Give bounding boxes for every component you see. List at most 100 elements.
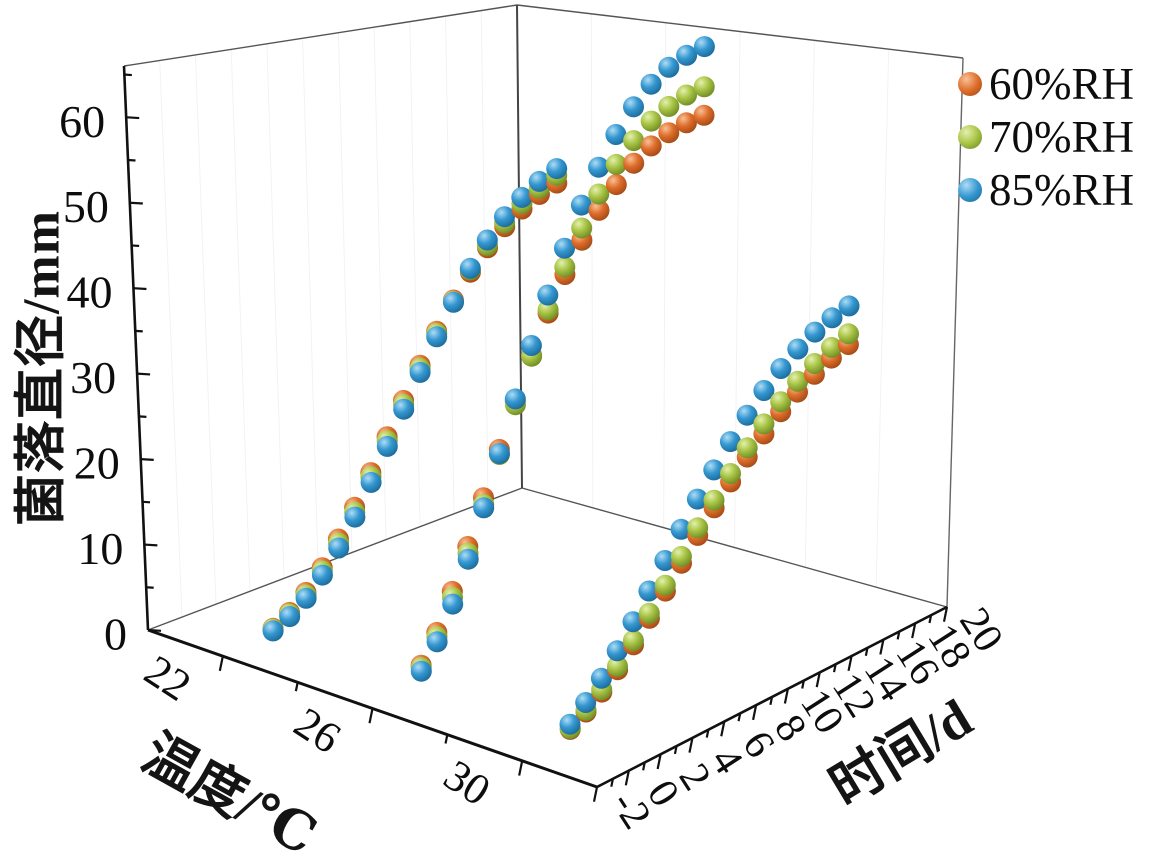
point-70%RH-t30-d15 [787,370,809,392]
legend-item-60rh: 60%RH [958,59,1134,109]
point-70%RH-t26-d13 [605,153,627,175]
point-85%RH-t30-d4 [606,640,628,662]
svg-text:50: 50 [63,181,109,232]
point-85%RH-t22-d14 [476,229,498,251]
point-85%RH-t26-d14 [623,96,644,118]
svg-text:10: 10 [77,523,123,574]
point-85%RH-t30-d8 [670,518,692,540]
point-70%RH-t26-d9 [537,299,559,321]
legend-marker-70rh-icon [958,125,982,149]
point-85%RH-t30-d9 [686,488,708,510]
wall-gridlines [123,4,890,631]
point-85%RH-t26-d13 [605,124,627,145]
point-60%RH-t26-d12 [588,199,610,221]
point-85%RH-t26-d15 [640,73,662,95]
point-85%RH-t26-d1 [410,660,432,682]
point-70%RH-t26-d18 [693,76,715,98]
point-70%RH-t30-d4 [607,655,628,677]
axis-ticks [124,73,949,802]
point-85%RH-t22-d6 [344,506,366,528]
point-85%RH-t26-d8 [520,335,542,356]
point-85%RH-t30-d16 [804,321,826,343]
point-85%RH-t22-d1 [262,620,284,642]
point-70%RH-t30-d9 [687,517,709,539]
point-85%RH-t26-d5 [473,497,495,519]
point-70%RH-t30-d7 [654,574,676,596]
point-70%RH-t30-d10 [703,489,725,511]
z-axis-title: 菌落直径/mm [13,209,71,527]
point-85%RH-t30-d7 [654,550,676,571]
svg-text:30: 30 [435,750,499,815]
point-85%RH-t22-d10 [409,361,431,383]
legend-item-70rh: 70%RH [958,112,1134,162]
svg-text:40: 40 [66,267,112,318]
point-60%RH-t26-d13 [605,174,627,196]
legend-label-60rh: 60%RH [989,59,1134,109]
point-85%RH-t26-d12 [588,156,610,178]
point-85%RH-t22-d5 [328,537,350,559]
point-85%RH-t30-d2 [575,692,597,713]
point-85%RH-t30-d13 [753,380,775,401]
point-85%RH-t26-d3 [442,593,464,615]
point-60%RH-t26-d14 [623,152,645,174]
svg-text:22: 22 [136,646,200,711]
point-85%RH-t30-d3 [590,667,612,689]
point-85%RH-t30-d14 [770,358,792,379]
point-85%RH-t30-d18 [838,295,860,317]
point-70%RH-t30-d18 [838,323,859,345]
point-85%RH-t26-d10 [554,237,575,259]
svg-text:30: 30 [70,352,116,403]
legend: 60%RH 70%RH 85%RH [958,59,1134,215]
point-70%RH-t26-d10 [554,256,576,278]
point-85%RH-t26-d6 [488,443,510,464]
point-70%RH-t30-d13 [753,413,775,435]
svg-text:26: 26 [286,698,350,763]
point-85%RH-t22-d12 [443,291,464,313]
point-60%RH-t26-d16 [658,122,680,144]
point-60%RH-t26-d17 [675,112,697,134]
point-85%RH-t22-d8 [376,435,398,457]
point-85%RH-t30-d6 [638,580,660,602]
point-85%RH-t22-d11 [426,326,448,348]
point-85%RH-t22-d16 [511,186,533,208]
point-70%RH-t30-d11 [720,463,741,484]
point-70%RH-t30-d16 [804,353,825,374]
point-60%RH-t26-d15 [640,135,662,157]
legend-label-70rh: 70%RH [989,112,1134,162]
point-85%RH-t26-d9 [537,284,559,306]
point-70%RH-t30-d12 [736,437,758,459]
svg-text:60: 60 [59,96,105,147]
point-70%RH-t30-d5 [622,630,644,651]
legend-marker-85rh-icon [958,178,982,202]
point-70%RH-t26-d16 [658,95,680,117]
point-85%RH-t26-d18 [693,36,715,58]
point-60%RH-t26-d18 [693,104,715,126]
svg-text:20: 20 [74,438,120,489]
point-70%RH-t30-d6 [638,602,660,624]
point-85%RH-t30-d12 [736,404,758,426]
point-85%RH-t30-d10 [703,459,725,481]
point-70%RH-t26-d12 [588,183,610,205]
point-70%RH-t26-d15 [640,110,662,132]
point-70%RH-t26-d17 [676,84,697,106]
legend-item-85rh: 85%RH [958,165,1134,215]
point-70%RH-t30-d8 [670,545,692,567]
point-85%RH-t26-d2 [426,631,448,653]
legend-label-85rh: 85%RH [989,165,1134,215]
point-70%RH-t26-d14 [623,130,645,152]
point-70%RH-t30-d17 [821,336,842,358]
point-85%RH-t30-d1 [559,713,581,735]
point-85%RH-t22-d17 [528,170,550,192]
legend-marker-60rh-icon [958,72,982,96]
svg-text:0: 0 [104,609,127,660]
point-85%RH-t26-d4 [457,548,479,570]
point-85%RH-t30-d17 [821,307,843,329]
point-85%RH-t26-d16 [658,56,680,78]
point-85%RH-t26-d11 [570,194,592,216]
point-85%RH-t26-d17 [676,44,698,66]
point-85%RH-t22-d3 [295,587,317,609]
point-70%RH-t30-d14 [770,391,792,413]
point-85%RH-t22-d7 [360,471,382,493]
point-85%RH-t26-d7 [504,388,526,410]
